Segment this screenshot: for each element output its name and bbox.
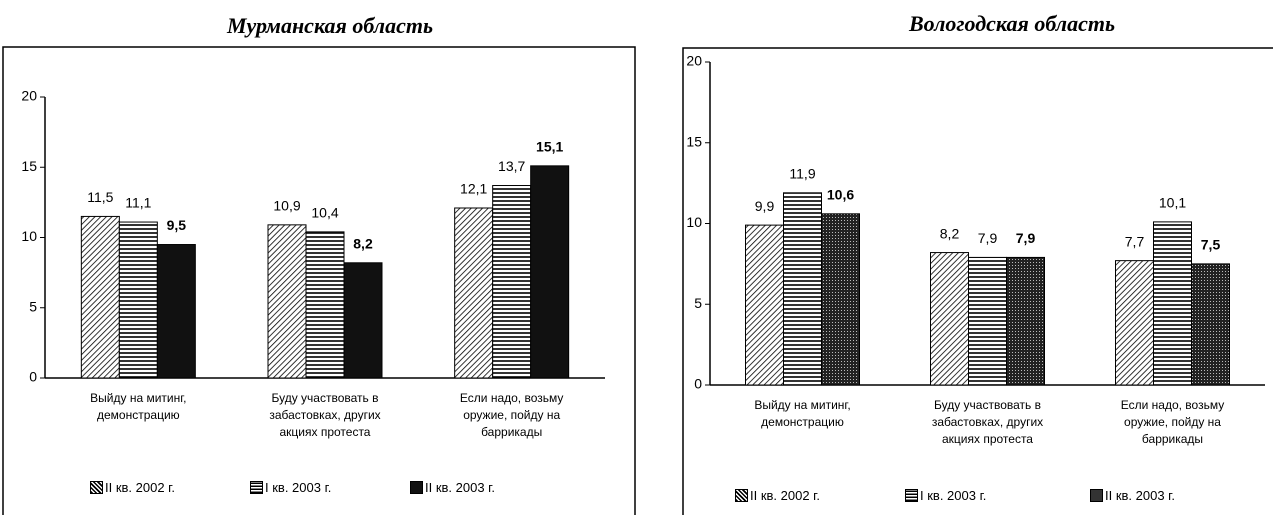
bar	[1153, 221, 1192, 386]
bar	[968, 256, 1007, 386]
data-label: 11,1	[125, 195, 151, 211]
legend-swatch	[905, 489, 918, 502]
legend-swatch	[250, 481, 263, 494]
bar	[454, 207, 494, 379]
legend-item: II кв. 2003 г.	[410, 480, 495, 495]
data-label: 8,2	[353, 235, 373, 251]
x-tick-label: Буду участвовать в забастовках, других а…	[931, 398, 1044, 446]
bar	[530, 165, 570, 379]
legend-swatch	[1090, 489, 1103, 502]
x-tick-label: Выйду на митинг, демонстрацию	[90, 391, 187, 422]
data-label: 13,7	[498, 158, 525, 174]
legend-label: II кв. 2002 г.	[105, 480, 175, 495]
x-tick-label: Выйду на митинг, демонстрацию	[754, 398, 851, 429]
bar	[745, 224, 784, 386]
legend-item: I кв. 2003 г.	[905, 488, 986, 503]
data-label: 9,5	[167, 217, 187, 233]
chart-title: Вологодская область	[908, 11, 1115, 36]
y-tick-label: 0	[29, 369, 37, 385]
legend-label: II кв. 2003 г.	[1105, 488, 1175, 503]
data-label: 7,9	[1016, 230, 1036, 246]
bar	[930, 252, 969, 386]
data-label: 7,5	[1201, 237, 1221, 253]
y-tick-label: 20	[21, 88, 37, 104]
data-label: 15,1	[536, 139, 563, 155]
legend-label: I кв. 2003 г.	[920, 488, 987, 503]
bar	[156, 244, 196, 379]
bar	[1191, 263, 1230, 386]
chart-title: Мурманская область	[226, 13, 433, 38]
bar	[783, 192, 822, 386]
frame	[682, 47, 1273, 515]
y-tick-label: 20	[686, 53, 702, 69]
y-tick-label: 5	[29, 298, 37, 314]
bar	[492, 185, 532, 379]
legend-swatch	[735, 489, 748, 502]
x-tick-label: Если надо, возьму оружие, пойду на барри…	[459, 391, 564, 439]
legend-label: II кв. 2003 г.	[425, 480, 495, 495]
y-tick-label: 5	[694, 295, 702, 311]
bar	[1006, 256, 1045, 386]
x-tick-label: Буду участвовать в забастовках, других а…	[269, 391, 381, 439]
legend-item: II кв. 2002 г.	[735, 488, 820, 503]
bar	[343, 262, 383, 379]
y-tick-label: 10	[686, 214, 702, 230]
bar	[267, 224, 307, 379]
data-label: 7,9	[978, 230, 998, 246]
y-tick-label: 10	[21, 228, 37, 244]
bar	[305, 231, 345, 379]
data-label: 10,6	[827, 187, 854, 203]
legend-item: II кв. 2003 г.	[1090, 488, 1175, 503]
data-label: 7,7	[1125, 233, 1145, 249]
bar	[821, 213, 860, 386]
data-label: 10,4	[311, 205, 338, 221]
data-label: 10,9	[273, 198, 300, 214]
y-tick-label: 15	[21, 158, 37, 174]
legend-swatch	[90, 481, 103, 494]
data-label: 8,2	[940, 225, 960, 241]
frame	[2, 46, 636, 515]
data-label: 11,9	[789, 166, 815, 182]
legend-label: I кв. 2003 г.	[265, 480, 332, 495]
data-label: 9,9	[755, 198, 775, 214]
data-label: 12,1	[460, 181, 487, 197]
legend-swatch	[410, 481, 423, 494]
y-tick-label: 0	[694, 376, 702, 392]
legend-item: II кв. 2002 г.	[90, 480, 175, 495]
data-label: 10,1	[1159, 195, 1186, 211]
bar	[118, 221, 158, 379]
y-tick-label: 15	[686, 133, 702, 149]
bar	[80, 215, 120, 379]
legend-item: I кв. 2003 г.	[250, 480, 331, 495]
legend-label: II кв. 2002 г.	[750, 488, 820, 503]
data-label: 11,5	[87, 189, 113, 205]
bar	[1115, 260, 1154, 386]
x-tick-label: Если надо, возьму оружие, пойду на барри…	[1120, 398, 1225, 446]
